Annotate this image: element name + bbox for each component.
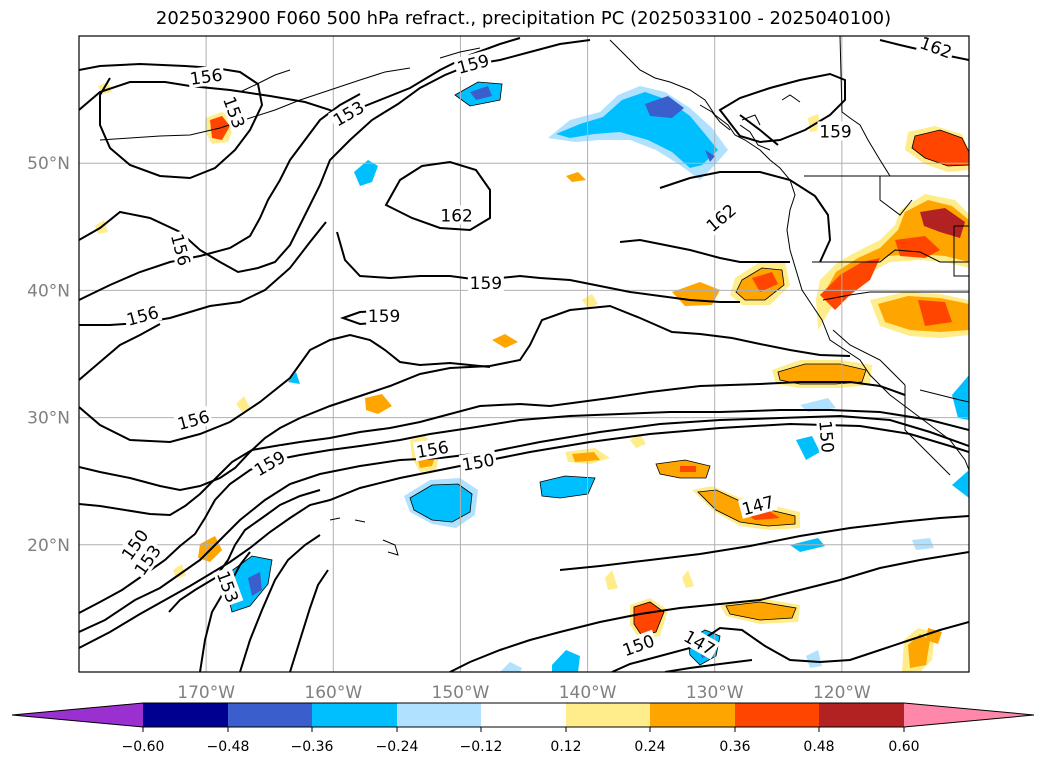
lon-tick-label: 150°W (432, 683, 490, 703)
contour-label-bg (817, 121, 854, 141)
latitude-tick-labels: 20°N 30°N 40°N 50°N (27, 154, 70, 556)
lon-tick-label: 140°W (559, 683, 617, 703)
contour-label: 156 (189, 66, 224, 90)
colorbar-segment (819, 703, 904, 727)
colorbar-tick-label: −0.48 (207, 739, 250, 755)
contour-label-bg (122, 301, 163, 330)
colorbar-tick-label: 0.36 (719, 739, 750, 755)
lon-tick-label: 160°W (304, 683, 362, 703)
lon-tick-label: 120°W (813, 683, 871, 703)
contour-label-bg (366, 305, 403, 325)
colorbar-segment (481, 703, 566, 727)
longitude-tick-labels: 170°W 160°W 150°W 140°W 130°W 120°W (177, 683, 871, 703)
map-frame (78, 35, 970, 673)
contour-label-bg (186, 64, 226, 89)
refractivity-contours (79, 37, 969, 672)
colorbar-tick-label: −0.36 (291, 739, 334, 755)
contour-label: 162 (440, 206, 472, 226)
contour-label-group: 150 (814, 417, 839, 456)
colorbar-tick-label: 0.24 (634, 739, 665, 755)
contour-label-bg (219, 91, 250, 133)
contour-label-group: 159 (817, 121, 854, 142)
contour-label-group: 159 (366, 305, 403, 327)
contour-label-group: 150 (458, 449, 498, 476)
contour-label-group: 162 (438, 205, 475, 226)
contour-label-bg (467, 272, 504, 292)
contour-label-bg (173, 405, 214, 434)
lat-tick-label: 20°N (27, 536, 70, 556)
coastline-layer (99, 36, 969, 556)
colorbar-tick-label: −0.24 (376, 739, 419, 755)
lat-tick-label: 30°N (27, 409, 70, 429)
lat-tick-label: 40°N (27, 281, 70, 301)
contour-label: 159 (470, 274, 502, 294)
contour-label-bg (700, 198, 741, 237)
contour-label-bg (129, 539, 166, 580)
contour-label-bg (618, 629, 659, 660)
colorbar-tick-labels: −0.60 −0.48 −0.36 −0.24 −0.12 0.12 0.24 0.36 0.4… (122, 727, 920, 755)
contour-label-bg (327, 95, 369, 131)
contour-label-bg (412, 436, 452, 462)
colorbar-segment (397, 703, 481, 727)
contour-label: 159 (819, 122, 851, 142)
lat-tick-label: 50°N (27, 154, 70, 174)
contour-label-bg (438, 205, 475, 225)
contour-label: 150 (814, 420, 837, 454)
colorbar-segment (228, 703, 312, 727)
lon-tick-label: 170°W (177, 683, 235, 703)
contour-label: 159 (368, 307, 400, 327)
colorbar-segment (312, 703, 397, 727)
map-title: 2025032900 F060 500 hPa refract., precip… (155, 8, 892, 29)
colorbar (11, 702, 1035, 728)
contour-label-bg (213, 566, 244, 607)
colorbar-tick-label: 0.12 (550, 739, 581, 755)
colorbar-segment (735, 703, 819, 727)
colorbar-segment (904, 703, 1034, 727)
lon-tick-label: 130°W (686, 683, 744, 703)
contour-label-group: 156 (186, 64, 226, 90)
colorbar-segment (566, 703, 650, 727)
contour-label-bg (458, 449, 498, 475)
colorbar-tick-label: 0.60 (888, 739, 919, 755)
contour-label-bg (816, 417, 839, 456)
precipitation-outline-layer (227, 81, 969, 666)
contour-label-bg (116, 524, 153, 565)
colorbar-segment (143, 703, 228, 727)
contour-label-bg (737, 491, 778, 519)
contour-label-group: 156 (412, 436, 452, 463)
colorbar-tick-label: −0.60 (122, 739, 165, 755)
colorbar-tick-label: −0.12 (460, 739, 503, 755)
colorbar-segment (650, 703, 735, 727)
contour-label-group: 159 (467, 272, 504, 294)
colorbar-segment (12, 703, 143, 727)
contour-label-bg (453, 49, 493, 78)
contour-label-bg (915, 36, 957, 63)
contour-label-bg (249, 445, 290, 481)
contour-label-bg (167, 229, 196, 270)
contour-label-bg (679, 625, 721, 660)
map-gridlines (79, 36, 969, 672)
colorbar-tick-label: 0.48 (803, 739, 834, 755)
